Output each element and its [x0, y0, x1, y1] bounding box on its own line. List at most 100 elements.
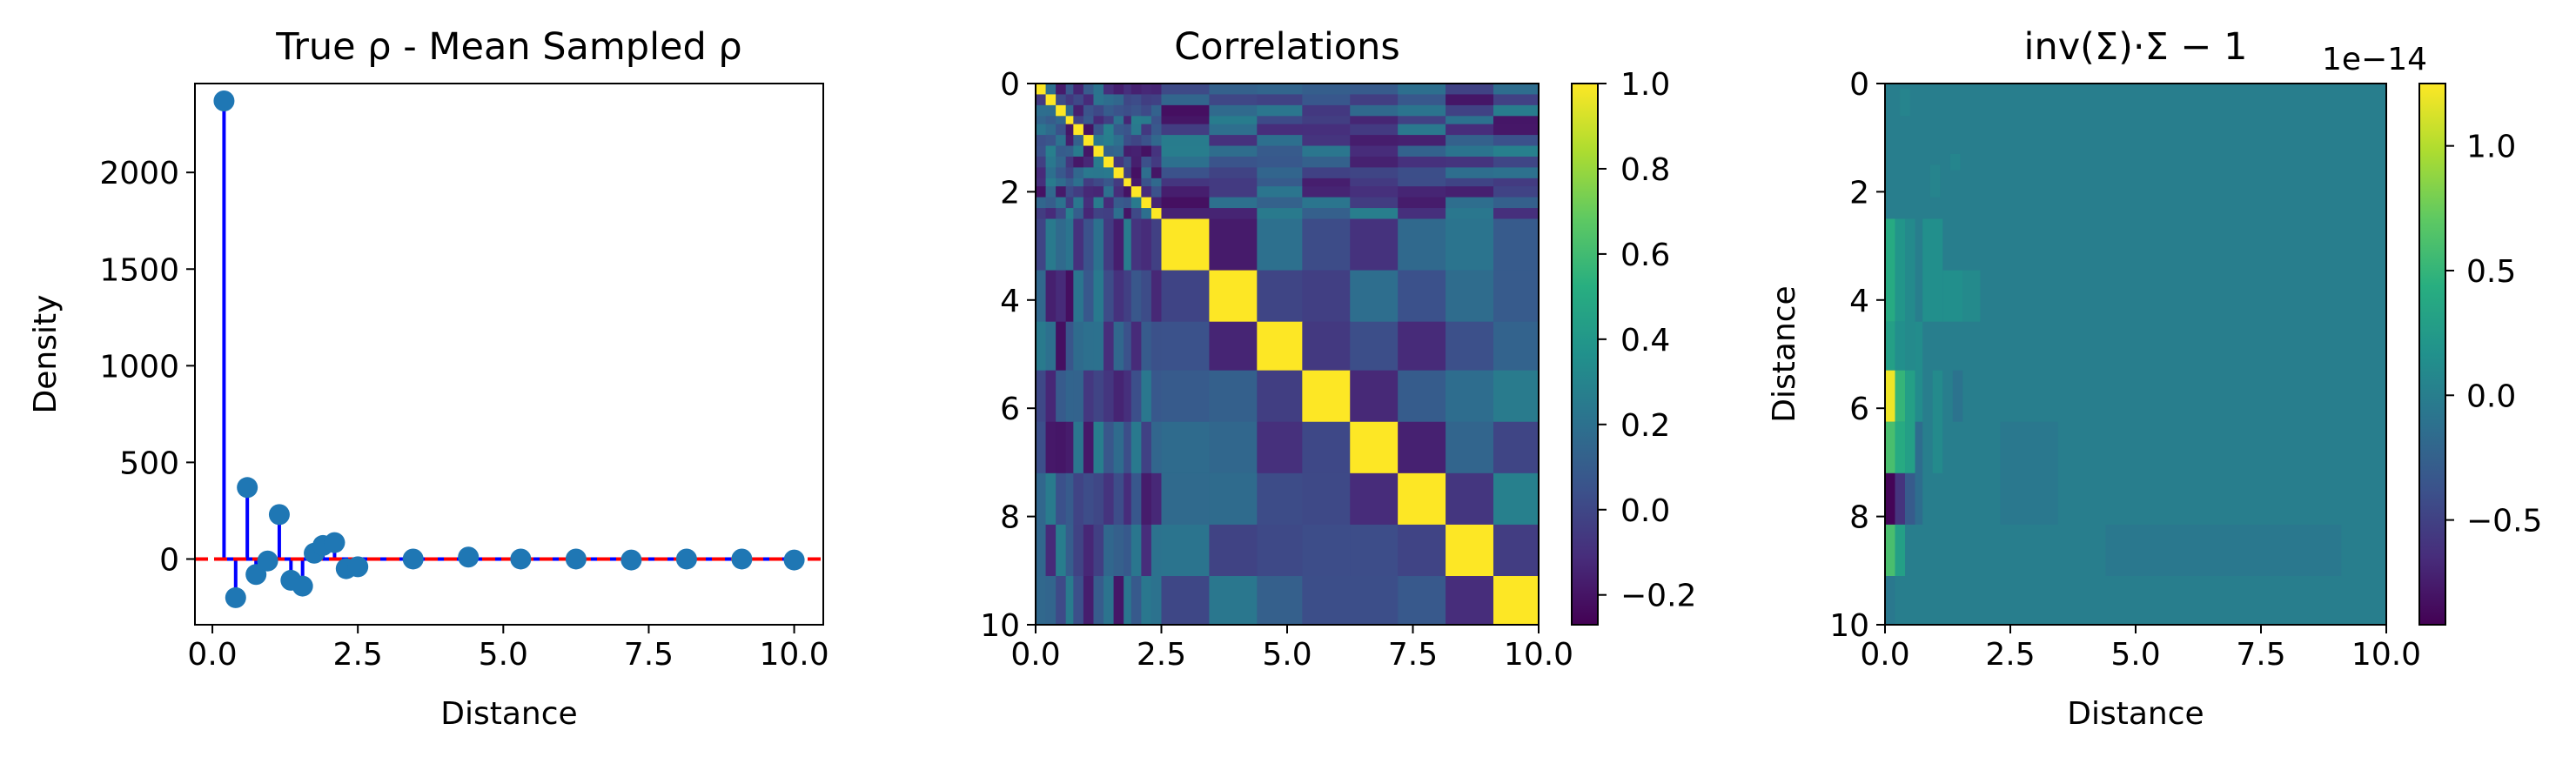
heatmap-cell: [1083, 576, 1095, 625]
heatmap-cell: [1141, 524, 1152, 577]
heatmap-cell: [1209, 472, 1258, 526]
stem-marker: [402, 548, 424, 570]
heatmap-cell: [1922, 218, 1943, 322]
heatmap-cell: [1045, 370, 1057, 423]
heatmap-cell: [1104, 84, 1115, 96]
heatmap-cell: [1161, 270, 1211, 323]
heatmap-cell: [1113, 145, 1124, 157]
colorbar-tick-label: 0.8: [1620, 152, 1670, 188]
heatmap-cell: [1036, 270, 1047, 323]
heatmap-cell: [1209, 84, 1258, 96]
heatmap-cell: [1150, 104, 1163, 117]
heatmap-cell: [1885, 524, 1895, 577]
heatmap-cell: [1093, 167, 1104, 179]
heatmap-cell: [1446, 145, 1494, 157]
heatmap-cell: [1141, 104, 1152, 117]
heatmap-cell: [1350, 186, 1399, 198]
stem-x-label: Distance: [440, 696, 577, 732]
heatmap-cell: [1302, 197, 1351, 209]
heatmap-cell: [1885, 576, 1895, 625]
heatmap-cell: [1150, 135, 1163, 147]
heatmap-cell: [1350, 421, 1399, 474]
heatmap-cell: [1493, 178, 1539, 187]
heatmap-cell: [1093, 104, 1104, 117]
heatmap-cell: [1083, 167, 1095, 179]
heatmap-cell: [1302, 208, 1351, 220]
heatmap-cell: [1209, 421, 1258, 474]
heatmap-cell: [1209, 135, 1258, 147]
heatmap-cell: [1124, 186, 1132, 198]
heatmap-cell: [1093, 218, 1104, 271]
heatmap-cell: [1150, 370, 1163, 423]
y-tick-label: 4: [1849, 284, 1869, 319]
heatmap-cell: [1130, 116, 1142, 125]
heatmap-cell: [1257, 124, 1303, 136]
heatmap-cell: [1885, 370, 1895, 422]
heatmap-cell: [1124, 421, 1132, 474]
heatmap-cell: [1302, 421, 1351, 474]
heatmap-cell: [1209, 270, 1258, 323]
heatmap-cell: [1124, 94, 1132, 106]
heatmap-cell: [1150, 524, 1163, 577]
heatmap-cell: [1130, 576, 1142, 625]
heatmap-cell: [1150, 124, 1163, 136]
heatmap-cell: [1130, 186, 1142, 198]
heatmap-cell: [1045, 145, 1057, 157]
heatmap-cell: [1257, 208, 1303, 220]
heatmap-cell: [1073, 104, 1084, 117]
heatmap-cell: [1398, 145, 1446, 157]
heatmap-cell: [1150, 208, 1163, 220]
heatmap-cell: [1257, 104, 1303, 117]
heatmap-cell: [1036, 104, 1047, 117]
heatmap-cell: [1093, 576, 1104, 625]
heatmap-cell: [1130, 94, 1142, 106]
heatmap-cell: [1350, 370, 1399, 423]
heatmap-cell: [1073, 94, 1084, 106]
heatmap-cell: [1104, 124, 1115, 136]
heatmap-cell: [1093, 524, 1104, 577]
heatmap-cell: [1073, 218, 1084, 271]
heatmap-cell: [1350, 472, 1399, 526]
heatmap-cell: [1905, 370, 1915, 473]
heatmap-cell: [1161, 94, 1211, 106]
heatmap-cell: [1302, 145, 1351, 157]
heatmap-cell: [1161, 156, 1211, 169]
heatmap-cell: [1045, 472, 1057, 526]
heatmap-cell: [1350, 167, 1399, 179]
x-tick-label: 10.0: [2351, 637, 2421, 673]
heatmap-cell: [1083, 472, 1095, 526]
heatmap-cell: [1209, 576, 1258, 625]
heatmap-cell: [1083, 124, 1095, 136]
heatmap-cell: [1141, 124, 1152, 136]
heatmap-cell: [1141, 321, 1152, 372]
heatmap-cell: [1036, 421, 1047, 474]
x-tick-label: 7.5: [1388, 637, 1438, 673]
heatmap-cell: [1113, 421, 1124, 474]
heatmap-cell: [1257, 421, 1303, 474]
y-tick-label: 2000: [99, 156, 179, 191]
heatmap-cell: [2105, 524, 2342, 577]
heatmap-cell: [1093, 186, 1104, 198]
heatmap-cell: [1113, 178, 1124, 187]
x-tick-label: 5.0: [479, 637, 528, 673]
heatmap-cell: [1895, 421, 1906, 473]
heatmap-cell: [2000, 421, 2058, 525]
correlation-colorbar: [1571, 83, 1599, 626]
heatmap-cell: [1915, 321, 1923, 422]
heatmap-cell: [1045, 186, 1057, 198]
heatmap-cell: [1083, 178, 1095, 187]
heatmap-cell: [1209, 218, 1258, 271]
heatmap-cell: [1257, 321, 1303, 372]
correlation-colorbar-ticks: 1.0 0.8 0.6 0.4 0.2 0.0 −0.2: [1598, 67, 1696, 614]
heatmap-cell: [1113, 218, 1124, 271]
heatmap-cell: [1065, 321, 1074, 372]
heatmap-cell: [1446, 167, 1494, 179]
heatmap-cell: [1302, 270, 1351, 323]
heatmap-cell: [1209, 156, 1258, 169]
heatmap-cell: [1045, 124, 1057, 136]
heatmap-cell: [1056, 156, 1067, 169]
heatmap-cell: [1036, 167, 1047, 179]
heatmap-cell: [1124, 124, 1132, 136]
heatmap-cell: [1093, 421, 1104, 474]
heatmap-cell: [1104, 370, 1115, 423]
